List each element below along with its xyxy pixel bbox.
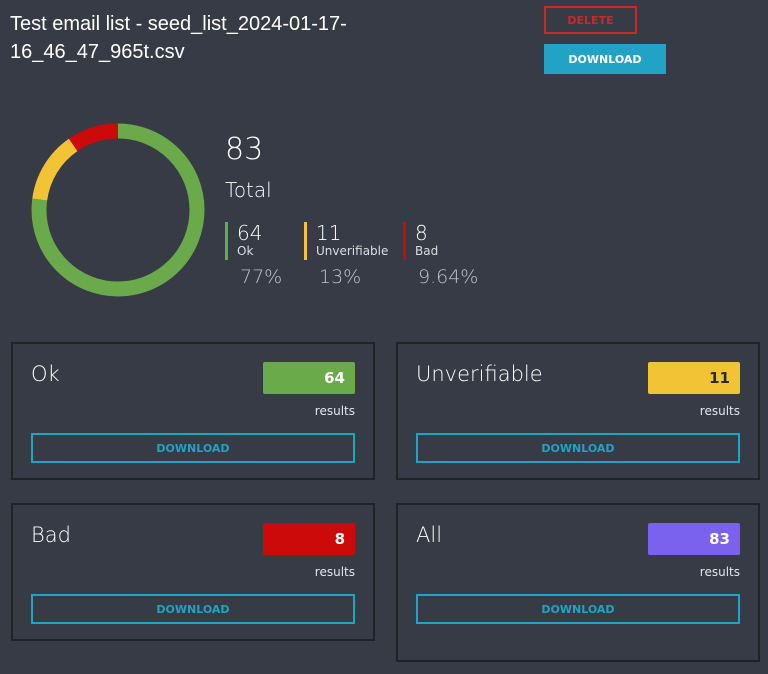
stat-count: 11: [316, 221, 342, 245]
card-title: Ok: [31, 362, 60, 386]
count-badge: 11: [648, 362, 740, 394]
stat: 64 Ok: [225, 222, 262, 260]
download-button[interactable]: DOWNLOAD: [416, 594, 740, 624]
download-button[interactable]: DOWNLOAD: [416, 433, 740, 463]
donut-chart: [31, 123, 205, 297]
stat: 11 Unverifiable: [304, 222, 388, 260]
stat-count: 8: [415, 221, 428, 245]
results-label: results: [314, 404, 355, 418]
result-card: Ok 64 results DOWNLOAD: [11, 342, 375, 480]
delete-button[interactable]: DELETE: [544, 6, 637, 34]
count-badge: 8: [263, 523, 355, 555]
result-card: Bad 8 results DOWNLOAD: [11, 503, 375, 641]
download-button[interactable]: DOWNLOAD: [31, 433, 355, 463]
stat: 8 Bad: [403, 222, 438, 260]
stat-percent: 9.64%: [418, 266, 479, 288]
stat-name: Unverifiable: [316, 244, 389, 258]
stat-percent: 77%: [240, 266, 283, 288]
results-label: results: [314, 565, 355, 579]
stat-name: Bad: [415, 244, 439, 258]
stat-name: Ok: [237, 244, 254, 258]
result-card: Unverifiable 11 results DOWNLOAD: [396, 342, 760, 480]
card-title: Unverifiable: [416, 362, 543, 386]
stat-count: 64: [237, 221, 263, 245]
results-label: results: [699, 565, 740, 579]
page-title: Test email list - seed_list_2024-01-17-1…: [10, 13, 347, 63]
card-title: All: [416, 523, 443, 547]
total-count: 83: [225, 132, 264, 167]
donut-segment: [31, 123, 205, 297]
count-badge: 64: [263, 362, 355, 394]
download-button[interactable]: DOWNLOAD: [31, 594, 355, 624]
total-label: Total: [225, 178, 272, 202]
results-label: results: [699, 404, 740, 418]
card-title: Bad: [31, 523, 71, 547]
result-card: All 83 results DOWNLOAD: [396, 503, 760, 662]
count-badge: 83: [648, 523, 740, 555]
download-button[interactable]: DOWNLOAD: [544, 44, 666, 74]
stat-percent: 13%: [319, 266, 362, 288]
